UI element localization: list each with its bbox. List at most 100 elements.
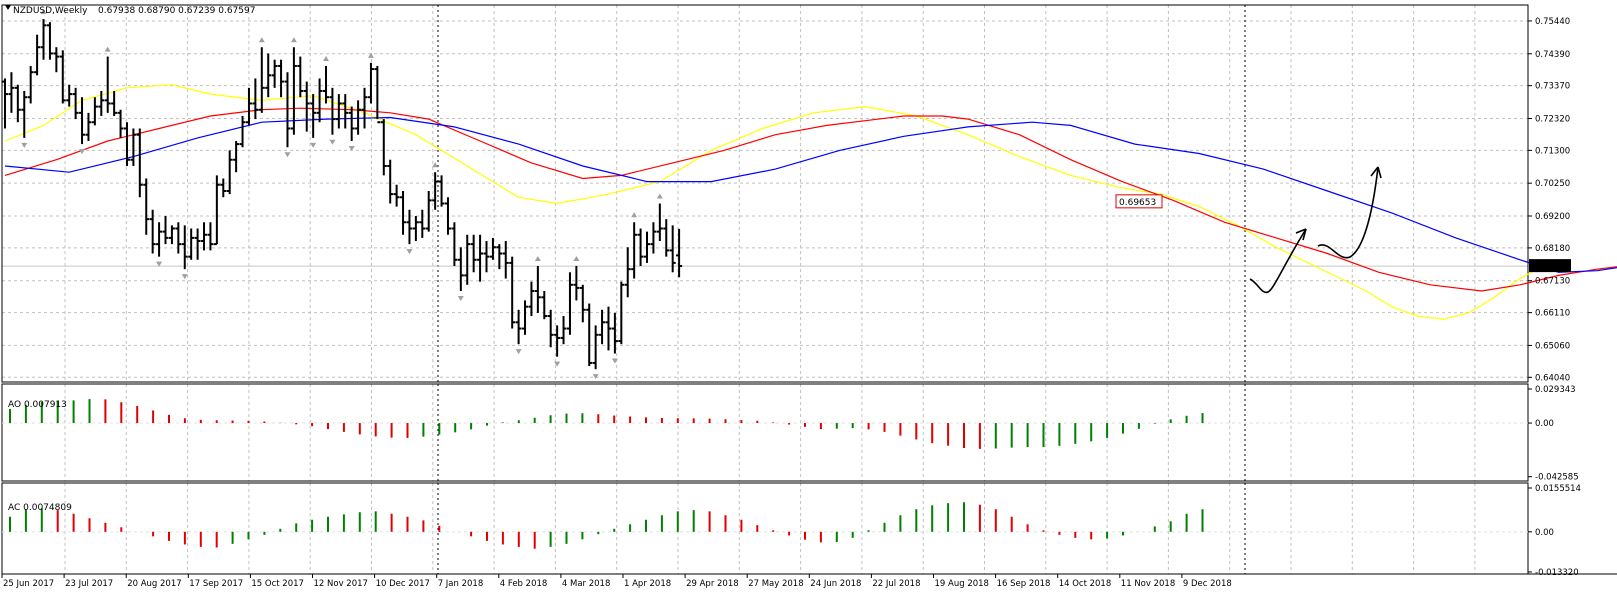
ohlc-bar xyxy=(432,172,439,210)
ohlc-bar xyxy=(425,190,432,232)
ohlc-bar xyxy=(265,53,272,98)
y-tick-label: 0.0155514 xyxy=(1535,484,1581,494)
ohlc-bar xyxy=(162,216,169,245)
ohlc-bar xyxy=(509,256,516,329)
fractal-down-icon xyxy=(79,149,86,155)
y-tick-label: 0.68180 xyxy=(1535,244,1570,254)
ohlc-bar xyxy=(79,97,86,145)
y-tick-label: 0.67130 xyxy=(1535,277,1570,287)
ohlc-bar xyxy=(592,325,599,370)
fractal-up-icon xyxy=(258,37,265,43)
y-tick-label: 0.70250 xyxy=(1535,179,1570,189)
ohlc-header: 0.67938 0.68790 0.67239 0.67597 xyxy=(98,6,255,16)
fractal-down-icon xyxy=(592,374,599,380)
ohlc-bar xyxy=(528,281,535,317)
ohlc-bar xyxy=(451,222,458,267)
fractal-up-icon xyxy=(631,212,638,218)
ohlc-bar xyxy=(181,225,188,270)
symbol-title: NZDUSD,Weekly xyxy=(13,6,88,16)
ohlc-bar xyxy=(496,244,503,270)
fractal-up-icon xyxy=(432,162,439,168)
fractal-down-icon xyxy=(515,349,522,355)
ohlc-bar xyxy=(624,247,631,298)
ohlc-bar xyxy=(98,90,105,116)
ohlc-bar xyxy=(239,115,246,148)
ohlc-bar xyxy=(566,272,573,335)
ohlc-bar xyxy=(573,266,580,301)
ohlc-bar xyxy=(470,234,477,273)
ohlc-bar xyxy=(348,106,355,141)
ohlc-bar xyxy=(303,81,310,132)
ohlc-bar xyxy=(290,47,297,135)
ohlc-bar xyxy=(123,122,130,166)
forecast-arrow-1 xyxy=(1249,228,1307,294)
ohlc-bar xyxy=(669,225,676,273)
forecast-arrow-2 xyxy=(1317,166,1379,259)
last-price-label: 0.67597 xyxy=(1534,262,1571,272)
last-price-tag: 0.67597 xyxy=(1529,259,1571,273)
ohlc-bar xyxy=(175,222,182,254)
ohlc-bar xyxy=(278,59,285,98)
x-tick-label: 17 Sep 2017 xyxy=(189,579,243,589)
ohlc-bar xyxy=(374,65,381,124)
y-tick-label: -0.042585 xyxy=(1535,473,1579,483)
arrow-head-icon xyxy=(1295,228,1307,241)
ohlc-bar xyxy=(156,222,163,257)
x-tick-label: 9 Dec 2018 xyxy=(1183,579,1232,589)
fractal-down-icon xyxy=(156,261,163,267)
ohlc-bar xyxy=(220,178,227,198)
x-tick-label: 14 Oct 2018 xyxy=(1059,579,1112,589)
ohlc-bar xyxy=(380,119,387,176)
ohlc-bar xyxy=(104,56,111,113)
ohlc-bar xyxy=(515,309,522,345)
ohlc-bar xyxy=(355,100,362,135)
ohlc-bar xyxy=(130,128,137,166)
fractal-down-icon xyxy=(181,274,188,280)
x-tick-label: 7 Jan 2018 xyxy=(438,579,484,589)
y-tick-label: 0.72320 xyxy=(1535,114,1570,124)
fractal-down-icon xyxy=(554,361,561,367)
y-tick-label: 0.73370 xyxy=(1535,82,1570,92)
y-tick-label: 0.69200 xyxy=(1535,212,1570,222)
ohlc-bar xyxy=(201,222,208,251)
marked-price-tag[interactable]: 0.69653 xyxy=(1115,194,1163,209)
x-tick-label: 10 Dec 2017 xyxy=(376,579,430,589)
fractal-down-icon xyxy=(284,152,291,158)
fractal-up-icon xyxy=(323,55,329,61)
ohlc-bar xyxy=(149,209,156,254)
ohlc-bar xyxy=(477,234,484,282)
x-tick-label: 16 Sep 2018 xyxy=(997,579,1051,589)
x-tick-label: 19 Aug 2018 xyxy=(935,579,989,589)
ac-label: AC 0.0074809 xyxy=(8,503,72,513)
x-tick-label: 22 Jul 2018 xyxy=(872,579,920,589)
pane-frame xyxy=(1,4,1529,383)
ohlc-bar xyxy=(46,22,53,60)
ohlc-bar xyxy=(329,87,336,135)
ohlc-bar xyxy=(168,225,175,245)
ohlc-bar xyxy=(579,284,586,323)
price-bars[interactable] xyxy=(2,19,683,370)
ohlc-bar xyxy=(444,197,451,235)
ohlc-bar xyxy=(226,150,233,195)
ohlc-bar xyxy=(554,325,561,357)
y-tick-label: 0.75440 xyxy=(1535,17,1570,27)
y-tick-label: 0.64040 xyxy=(1535,373,1570,383)
y-tick-label: 0.66110 xyxy=(1535,309,1570,319)
ohlc-bar xyxy=(21,90,28,138)
y-tick-label: 0.65060 xyxy=(1535,341,1570,351)
ohlc-bar xyxy=(644,231,650,263)
x-tick-label: 4 Feb 2018 xyxy=(500,579,548,589)
ohlc-bar xyxy=(271,59,278,88)
y-tick-label: 0.00 xyxy=(1535,528,1554,538)
ohlc-bar xyxy=(111,90,118,116)
ohlc-bar xyxy=(611,312,618,354)
ohlc-bar xyxy=(188,228,195,260)
collapse-triangle-icon[interactable] xyxy=(5,5,11,10)
ohlc-bar xyxy=(245,87,252,126)
y-tick-label: 0.029343 xyxy=(1535,385,1576,395)
ohlc-bar xyxy=(34,34,41,76)
ohlc-bar xyxy=(400,190,407,235)
fractal-up-icon xyxy=(534,256,541,262)
ohlc-bar xyxy=(72,87,79,120)
